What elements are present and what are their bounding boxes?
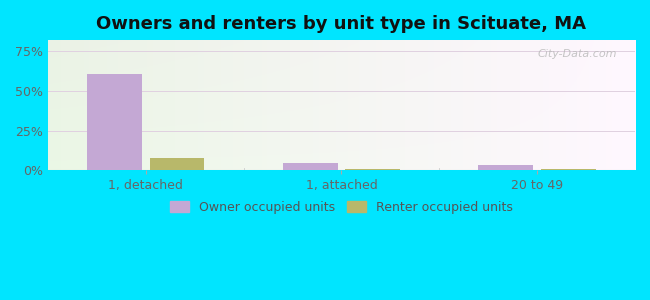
Bar [150,158,205,170]
Legend: Owner occupied units, Renter occupied units: Owner occupied units, Renter occupied un… [165,196,518,219]
Bar [87,74,142,170]
Bar [283,163,337,170]
Bar [541,169,596,170]
Text: City-Data.com: City-Data.com [538,49,617,59]
Title: Owners and renters by unit type in Scituate, MA: Owners and renters by unit type in Scitu… [96,15,586,33]
Bar [478,165,533,170]
Bar [345,169,400,170]
